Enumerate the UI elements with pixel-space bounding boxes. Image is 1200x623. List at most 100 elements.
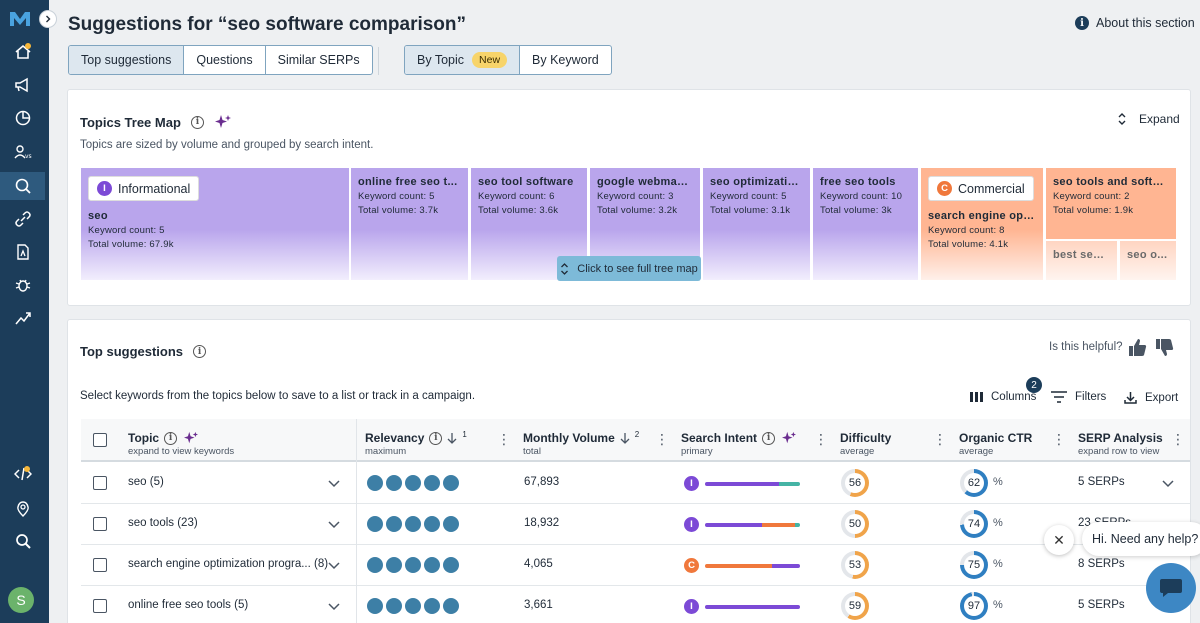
about-label: About this section bbox=[1096, 16, 1195, 30]
tile-keyword-count: Keyword count: 8 bbox=[928, 225, 1005, 236]
about-section-link[interactable]: i About this section bbox=[1075, 16, 1195, 30]
tab-questions[interactable]: Questions bbox=[184, 46, 266, 74]
relevancy-dot bbox=[424, 475, 440, 491]
difficulty-gauge: 59 bbox=[841, 592, 869, 620]
column-menu-icon[interactable]: ⋮ bbox=[497, 431, 511, 447]
column-difficulty[interactable]: Difficulty average bbox=[840, 431, 891, 457]
thumbs-up-icon[interactable] bbox=[1128, 338, 1147, 357]
relevancy-dot bbox=[443, 598, 459, 614]
columns-button[interactable]: Columns bbox=[970, 391, 1036, 403]
sort-down-icon[interactable] bbox=[620, 432, 630, 444]
column-menu-icon[interactable]: ⋮ bbox=[1171, 431, 1185, 447]
expand-button[interactable]: Expand bbox=[1117, 112, 1180, 126]
export-icon bbox=[1124, 392, 1137, 404]
filters-button[interactable]: Filters bbox=[1051, 391, 1106, 403]
column-menu-icon[interactable]: ⋮ bbox=[655, 431, 669, 447]
difficulty-gauge: 50 bbox=[841, 510, 869, 538]
full-tree-map-button[interactable]: Click to see full tree map bbox=[557, 256, 701, 281]
chat-launcher-icon[interactable] bbox=[1146, 563, 1196, 613]
chevron-down-icon[interactable] bbox=[1162, 480, 1174, 488]
informational-icon: I bbox=[684, 517, 699, 532]
chevron-down-icon[interactable] bbox=[328, 562, 340, 570]
treemap-tile[interactable]: seo o... bbox=[1120, 241, 1176, 280]
tab-by-keyword[interactable]: By Keyword bbox=[532, 53, 599, 67]
column-search-intent[interactable]: Search Intent i primary bbox=[681, 431, 798, 457]
info-icon[interactable]: i bbox=[193, 345, 207, 358]
column-relevancy-label: Relevancy bbox=[365, 431, 425, 445]
moz-logo-icon[interactable] bbox=[9, 10, 31, 28]
column-topic: Topic i expand to view keywords bbox=[128, 431, 234, 457]
tab-similar-serps[interactable]: Similar SERPs bbox=[277, 53, 360, 67]
search-intent-cell: I bbox=[684, 599, 800, 614]
user-avatar[interactable]: S bbox=[8, 587, 34, 613]
tile-volume: Total volume: 3.7k bbox=[358, 205, 439, 216]
difficulty-gauge: 53 bbox=[841, 551, 869, 579]
user-vs-icon[interactable]: vs bbox=[0, 138, 45, 166]
tab-by-topic[interactable]: By Topic New bbox=[405, 46, 521, 74]
column-relevancy[interactable]: Relevancy i 1 maximum bbox=[365, 430, 467, 458]
bug-icon[interactable] bbox=[0, 271, 45, 299]
home-icon[interactable] bbox=[0, 38, 45, 66]
treemap-tile[interactable]: seo optimizatio... Keyword count: 5 Tota… bbox=[703, 168, 810, 280]
chevron-down-icon[interactable] bbox=[328, 603, 340, 611]
relevancy-rating bbox=[367, 475, 459, 491]
column-difficulty-sub: average bbox=[840, 446, 875, 457]
serp-count: 5 SERPs bbox=[1078, 476, 1125, 488]
table-row[interactable]: search engine optimization progra... (8)… bbox=[81, 545, 1190, 586]
export-button[interactable]: Export bbox=[1124, 391, 1178, 404]
collapse-sidebar-chevron-icon[interactable] bbox=[39, 10, 57, 28]
column-organic-ctr[interactable]: Organic CTR average bbox=[959, 431, 1032, 457]
treemap-title: Topics Tree Map bbox=[80, 114, 181, 130]
row-checkbox[interactable] bbox=[93, 517, 107, 531]
megaphone-icon[interactable] bbox=[0, 71, 45, 99]
info-icon[interactable]: i bbox=[762, 431, 776, 445]
info-icon[interactable]: i bbox=[429, 431, 443, 445]
column-serp-analysis[interactable]: SERP Analysis expand row to view bbox=[1078, 431, 1163, 457]
location-pin-icon[interactable] bbox=[0, 495, 45, 523]
info-icon: i bbox=[1075, 16, 1089, 30]
column-serp-sub: expand row to view bbox=[1078, 446, 1160, 457]
treemap-tile[interactable]: best seo... bbox=[1046, 241, 1117, 280]
percent-sign: % bbox=[993, 599, 1003, 611]
tile-name: google webmas... bbox=[597, 176, 693, 188]
code-icon[interactable] bbox=[0, 460, 45, 488]
column-menu-icon[interactable]: ⋮ bbox=[814, 431, 828, 447]
filter-icon bbox=[1051, 391, 1067, 403]
table-row[interactable]: seo (5) 67,893 I 56 62 % 5 SERPs bbox=[81, 463, 1190, 504]
row-checkbox[interactable] bbox=[93, 558, 107, 572]
thumbs-down-icon[interactable] bbox=[1155, 338, 1174, 357]
table-row[interactable]: seo tools (23) 18,932 I 50 74 % 23 SERPs bbox=[81, 504, 1190, 545]
column-menu-icon[interactable]: ⋮ bbox=[1052, 431, 1066, 447]
treemap-tile[interactable]: I Informational seo Keyword count: 5 Tot… bbox=[81, 168, 349, 280]
keyword-research-icon[interactable] bbox=[0, 172, 45, 200]
close-chat-icon[interactable]: ✕ bbox=[1044, 525, 1074, 555]
column-monthly-volume[interactable]: Monthly Volume 2 total bbox=[523, 430, 639, 458]
treemap-subtitle: Topics are sized by volume and grouped b… bbox=[80, 139, 374, 151]
info-icon[interactable]: i bbox=[190, 115, 204, 129]
row-checkbox[interactable] bbox=[93, 476, 107, 490]
ctr-value: 74 bbox=[964, 514, 984, 534]
search-icon[interactable] bbox=[0, 527, 45, 555]
treemap-tile[interactable]: free seo tools Keyword count: 10 Total v… bbox=[813, 168, 918, 280]
tile-name: seo bbox=[88, 210, 108, 222]
chat-message[interactable]: Hi. Need any help? bbox=[1082, 522, 1200, 556]
intent-distribution-bar bbox=[705, 481, 800, 486]
sort-down-icon[interactable] bbox=[447, 432, 457, 444]
info-icon[interactable]: i bbox=[164, 431, 178, 445]
column-menu-icon[interactable]: ⋮ bbox=[933, 431, 947, 447]
pie-chart-icon[interactable] bbox=[0, 104, 45, 132]
chevron-down-icon[interactable] bbox=[328, 480, 340, 488]
tab-top-suggestions[interactable]: Top suggestions bbox=[69, 46, 185, 74]
commercial-icon: C bbox=[684, 558, 699, 573]
page-grade-icon[interactable] bbox=[0, 238, 45, 266]
trend-up-icon[interactable] bbox=[0, 304, 45, 332]
chevron-down-icon[interactable] bbox=[328, 521, 340, 529]
filters-label: Filters bbox=[1075, 391, 1107, 403]
treemap-tile[interactable]: C Commercial search engine opt... Keywor… bbox=[921, 168, 1043, 280]
row-checkbox[interactable] bbox=[93, 599, 107, 613]
table-row[interactable]: online free seo tools (5) 3,661 I 59 97 … bbox=[81, 586, 1190, 623]
treemap-tile[interactable]: seo tools and softw... Keyword count: 2 … bbox=[1046, 168, 1176, 239]
select-all-checkbox[interactable] bbox=[93, 433, 107, 447]
link-icon[interactable] bbox=[0, 205, 45, 233]
treemap-tile[interactable]: online free seo t... Keyword count: 5 To… bbox=[351, 168, 468, 280]
